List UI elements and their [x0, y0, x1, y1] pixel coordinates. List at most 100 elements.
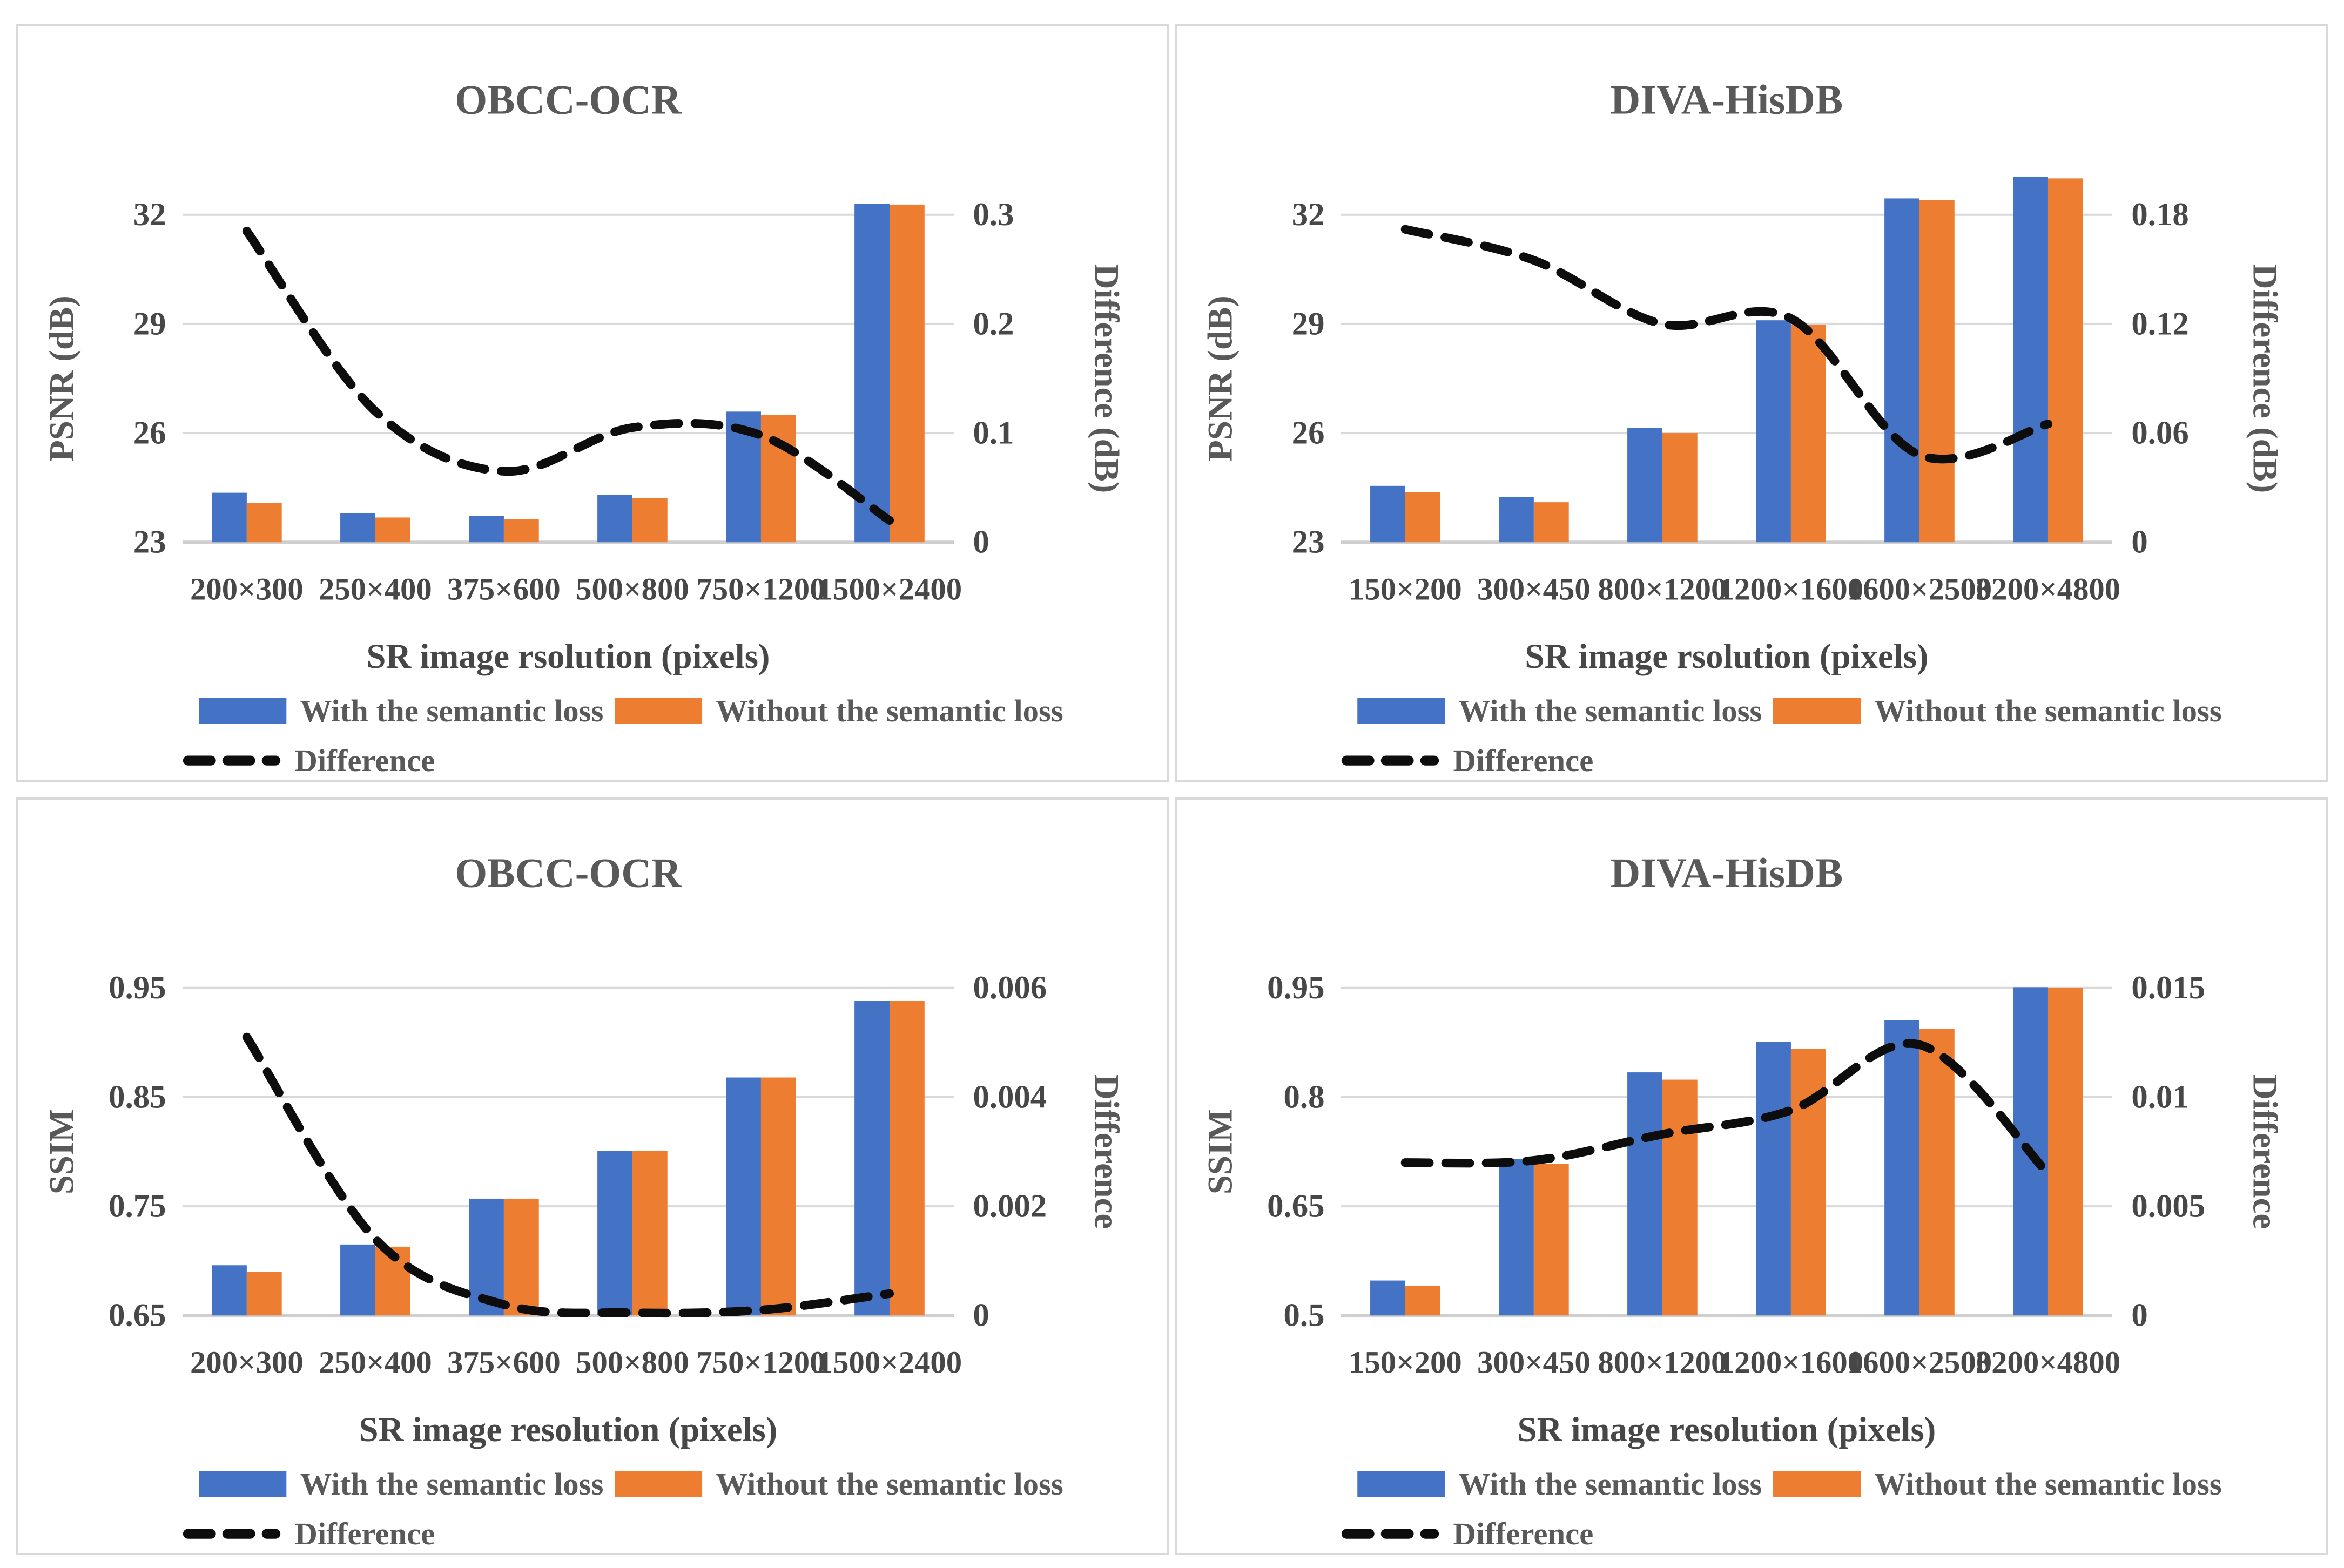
legend-swatch-without-loss: [615, 1471, 703, 1497]
x-axis-tick-label: 3200×4800: [1976, 571, 2120, 606]
right-axis-tick-label: 0.006: [973, 970, 1047, 1006]
left-axis-tick-label: 32: [133, 197, 166, 233]
legend-label-with-loss: With the semantic loss: [1459, 1466, 1762, 1502]
right-axis-tick-label: 0.004: [973, 1079, 1047, 1115]
x-axis-title: SR image rsolution (pixels): [366, 637, 770, 676]
x-axis-tick-label: 375×600: [447, 1344, 561, 1380]
x-axis-title: SR image rsolution (pixels): [1525, 637, 1928, 676]
right-axis-tick-label: 0.015: [2131, 970, 2205, 1006]
bar-with-semantic-loss: [726, 1077, 761, 1316]
bar-with-semantic-loss: [1884, 1020, 1919, 1316]
bar-with-semantic-loss: [854, 204, 890, 543]
bar-without-semantic-loss: [632, 1150, 668, 1316]
x-axis-tick-label: 250×400: [319, 1344, 432, 1380]
left-axis-tick-label: 0.95: [109, 970, 166, 1006]
bar-with-semantic-loss: [340, 1244, 375, 1316]
bar-without-semantic-loss: [1405, 492, 1440, 543]
x-axis-tick-label: 800×1200: [1598, 571, 1727, 606]
legend-label-without-loss: Without the semantic loss: [1874, 1466, 2221, 1502]
left-axis-tick-label: 29: [1292, 306, 1325, 342]
right-axis-tick-label: 0.3: [973, 197, 1014, 233]
x-axis-tick-label: 200×300: [190, 571, 304, 606]
chart-title: DIVA-HisDB: [1611, 850, 1843, 896]
x-axis-tick-label: 500×800: [576, 1344, 689, 1380]
left-axis-title: PSNR (dB): [42, 295, 81, 461]
legend-label-difference: Difference: [294, 743, 435, 778]
x-axis-tick-label: 150×200: [1349, 571, 1462, 606]
x-axis-tick-label: 300×450: [1477, 571, 1591, 606]
legend-label-without-loss: Without the semantic loss: [1874, 693, 2221, 728]
legend-swatch-with-loss: [1357, 1471, 1445, 1497]
bar-with-semantic-loss: [1370, 485, 1405, 543]
chart-panel-ssim-diva-hisdb: DIVA-HisDB 0.5 0.65 0.8 0.95 0 0.005 0.01 0.015 S…: [1175, 797, 2328, 1555]
left-axis-tick-label: 0.8: [1284, 1079, 1325, 1115]
bar-without-semantic-loss: [246, 503, 282, 543]
bar-with-semantic-loss: [597, 494, 632, 543]
left-axis-tick-label: 26: [1292, 415, 1325, 451]
bar-without-semantic-loss: [2047, 988, 2083, 1316]
bar-without-semantic-loss: [246, 1272, 282, 1316]
x-axis-tick-label: 500×800: [576, 571, 689, 606]
left-axis-tick-label: 0.5: [1284, 1297, 1325, 1334]
bar-without-semantic-loss: [889, 1001, 925, 1316]
bar-without-semantic-loss: [375, 517, 410, 543]
difference-line: [242, 1032, 894, 1318]
legend-swatch-without-loss: [615, 698, 703, 724]
x-axis-tick-label: 1200×1600: [1719, 1344, 1863, 1380]
left-axis-tick-label: 0.75: [109, 1188, 166, 1225]
x-axis-tick-label: 300×450: [1477, 1344, 1591, 1380]
legend-label-with-loss: With the semantic loss: [1459, 693, 1762, 728]
bar-with-semantic-loss: [1884, 198, 1919, 543]
ssim-diva-hisdb-chart: DIVA-HisDB 0.5 0.65 0.8 0.95 0 0.005 0.01 0.015 S…: [1201, 850, 2284, 1551]
legend-label-difference: Difference: [294, 1516, 435, 1551]
legend-label-without-loss: Without the semantic loss: [716, 1466, 1063, 1502]
x-axis-tick-label: 150×200: [1349, 1344, 1462, 1380]
x-axis-tick-label: 1600×2500: [1847, 1344, 1992, 1380]
bar-without-semantic-loss: [760, 1077, 796, 1316]
ssim-obcc-ocr-chart: OBCC-OCR 0.65 0.75 0.85 0.95 0 0.002 0.004 0.006…: [42, 850, 1126, 1551]
left-axis-tick-label: 0.65: [1267, 1188, 1324, 1225]
bar-without-semantic-loss: [2047, 178, 2083, 543]
bar-without-semantic-loss: [1919, 200, 1955, 543]
bar-without-semantic-loss: [632, 498, 668, 543]
chart-panel-psnr-obcc-ocr: OBCC-OCR 23 26 29 32 0 0.1 0.2 0.3 PSNR (dB) Diffe…: [16, 24, 1169, 782]
bar-with-semantic-loss: [1499, 497, 1534, 543]
legend-swatch-without-loss: [1773, 1471, 1861, 1497]
bar-without-semantic-loss: [1405, 1286, 1440, 1316]
left-axis-title: SSIM: [42, 1109, 81, 1194]
right-axis-tick-label: 0.002: [973, 1188, 1047, 1225]
bar-with-semantic-loss: [1370, 1280, 1405, 1316]
right-axis-tick-label: 0: [973, 1297, 989, 1334]
x-axis-tick-label: 1200×1600: [1719, 571, 1863, 606]
left-axis-title: PSNR (dB): [1201, 295, 1240, 461]
x-axis-tick-label: 1500×2400: [817, 571, 962, 606]
bar-without-semantic-loss: [503, 1198, 539, 1316]
x-axis-tick-label: 1600×2500: [1847, 571, 1992, 606]
x-axis-tick-label: 750×1200: [696, 1344, 825, 1380]
bar-without-semantic-loss: [1662, 433, 1698, 543]
left-axis-tick-label: 0.85: [109, 1079, 166, 1115]
left-axis-title: SSIM: [1201, 1109, 1240, 1194]
legend-swatch-without-loss: [1773, 698, 1861, 724]
left-axis-tick-label: 29: [133, 306, 166, 342]
bar-with-semantic-loss: [854, 1001, 890, 1316]
chart-panel-psnr-diva-hisdb: DIVA-HisDB 23 26 29 32 0 0.06 0.12 0.18 PSNR (dB)…: [1175, 24, 2328, 782]
difference-line: [242, 226, 894, 525]
right-axis-title: Difference (dB): [2245, 264, 2284, 494]
right-axis-tick-label: 0.18: [2131, 197, 2188, 233]
left-axis-tick-label: 23: [133, 524, 166, 560]
x-axis-tick-label: 200×300: [190, 1344, 304, 1380]
x-axis-tick-label: 250×400: [319, 571, 432, 606]
legend-label-with-loss: With the semantic loss: [300, 693, 604, 728]
right-axis-tick-label: 0.12: [2131, 306, 2188, 342]
bar-with-semantic-loss: [597, 1150, 632, 1316]
left-axis-tick-label: 0.65: [109, 1297, 166, 1334]
bar-without-semantic-loss: [1533, 502, 1569, 543]
legend-label-difference: Difference: [1453, 1516, 1593, 1551]
left-axis-tick-label: 32: [1292, 197, 1325, 233]
x-axis-tick-label: 3200×4800: [1976, 1344, 2120, 1380]
legend-label-with-loss: With the semantic loss: [300, 1466, 604, 1502]
bar-without-semantic-loss: [889, 204, 925, 543]
x-axis-tick-label: 750×1200: [696, 571, 825, 606]
